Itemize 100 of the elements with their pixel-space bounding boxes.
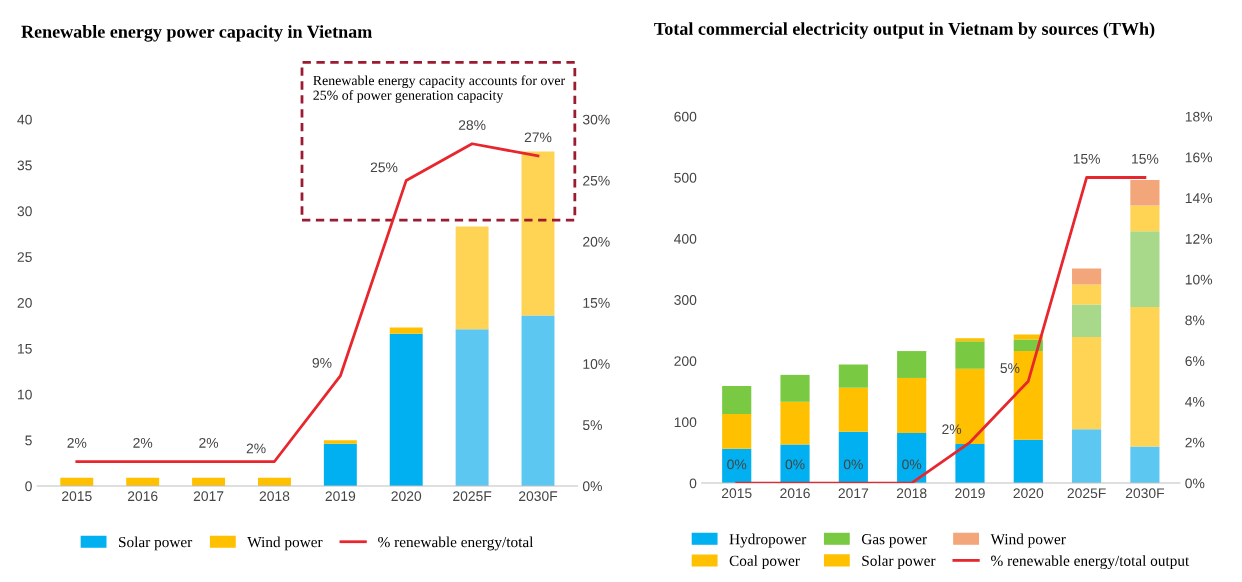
y2-tick-label: 18% (1185, 111, 1213, 122)
chart-title: Renewable energy power capacity in Vietnam (21, 25, 372, 42)
y-tick-label: 0 (689, 478, 697, 489)
x-tick-label: 2030F (1125, 488, 1165, 499)
legend-label: % renewable energy/total output (991, 555, 1190, 570)
y-tick-label: 100 (674, 417, 697, 428)
legend-label: Gas power (861, 534, 927, 548)
bar (455, 226, 489, 330)
x-tick-label: 2019 (325, 491, 356, 502)
y2-tick-label: 10% (583, 359, 610, 369)
y2-tick-label: 10% (1185, 274, 1213, 285)
bar (521, 315, 555, 486)
data-label: 27% (524, 132, 552, 143)
bar (323, 440, 357, 444)
legend-label: Wind power (990, 533, 1066, 548)
bar (1072, 304, 1102, 338)
bar (1130, 205, 1160, 232)
bar (838, 364, 868, 388)
bar (838, 387, 868, 432)
legend-label: Hydropower (729, 533, 807, 548)
x-tick-label: 2016 (127, 491, 158, 502)
y-tick-label: 20 (17, 297, 32, 308)
y-tick-label: 500 (674, 172, 697, 183)
y-tick-label: 0 (25, 481, 32, 492)
x-tick-label: 2019 (955, 488, 985, 499)
data-label: 9% (312, 357, 332, 368)
x-tick-label: 2020 (391, 491, 422, 502)
y2-tick-label: 4% (1185, 396, 1205, 407)
bar (897, 432, 927, 484)
bar (780, 444, 810, 484)
y-tick-label: 40 (17, 114, 32, 125)
legend-label: Coal power (729, 555, 800, 570)
legend-label: % renewable energy/total (378, 536, 534, 551)
y-tick-label: 15 (18, 343, 32, 354)
data-label: 2% (67, 437, 87, 448)
bar (1130, 231, 1160, 308)
y-tick-label: 25 (17, 252, 32, 262)
bar (897, 351, 927, 378)
data-label: 0% (843, 459, 863, 470)
x-tick-label: 2017 (193, 491, 224, 502)
chart-title: Total commercial electricity output in Vietnam by sources (TWh) (654, 22, 1155, 39)
bar (780, 374, 810, 402)
y2-tick-label: 2% (1185, 437, 1205, 448)
y2-tick-label: 5% (582, 420, 602, 431)
y-tick-label: 300 (674, 295, 697, 305)
bar (521, 151, 555, 316)
x-tick-label: 2030F (519, 491, 558, 502)
bar (323, 443, 357, 486)
bar (1072, 268, 1102, 285)
data-label: 2% (133, 437, 153, 448)
bar (389, 327, 423, 334)
x-tick-label: 2017 (838, 488, 869, 499)
data-label: 15% (1132, 153, 1159, 164)
y2-tick-label: 0% (582, 481, 602, 492)
bar (1013, 339, 1043, 352)
y-tick-label: 200 (674, 356, 697, 367)
bar (955, 341, 985, 369)
bar (722, 414, 752, 449)
y2-tick-label: 14% (1185, 193, 1213, 203)
bar (955, 443, 985, 484)
y2-tick-label: 12% (1185, 233, 1213, 244)
data-label: 15% (1073, 153, 1100, 164)
legend-label: Wind power (247, 536, 323, 551)
legend-label: Solar power (119, 536, 193, 551)
bar (1130, 446, 1160, 484)
y-tick-label: 5 (25, 435, 32, 446)
text: Renewable energy capacity accounts for over 25% of power generation capacity (313, 75, 566, 103)
data-label: 0% (727, 459, 747, 470)
y2-tick-label: 15% (583, 298, 610, 308)
data-label: 2% (199, 437, 219, 448)
y-tick-label: 400 (674, 233, 697, 244)
bar (389, 333, 423, 486)
x-tick-label: 2018 (259, 491, 290, 502)
bar (1130, 179, 1160, 206)
y-tick-label: 35 (17, 160, 32, 171)
y2-tick-label: 25% (583, 175, 610, 186)
bar (1013, 439, 1043, 484)
x-tick-label: 2020 (1013, 488, 1044, 499)
x-tick-label: 2015 (721, 488, 752, 499)
data-label: 25% (370, 162, 398, 173)
y-tick-label: 600 (674, 111, 697, 122)
y-tick-label: 30 (17, 206, 32, 217)
y2-tick-label: 16% (1185, 152, 1213, 163)
bar (1072, 429, 1102, 484)
data-label: 0% (902, 459, 922, 470)
bar (722, 385, 752, 415)
x-tick-label: 2018 (896, 488, 927, 499)
y-tick-label: 10 (18, 389, 32, 400)
data-label: 0% (785, 459, 805, 470)
bar (897, 377, 927, 433)
bar (780, 401, 810, 445)
x-tick-label: 2016 (780, 488, 810, 499)
y2-tick-label: 0% (1185, 478, 1205, 489)
y2-tick-label: 20% (583, 236, 610, 247)
x-tick-label: 2025F (453, 491, 492, 502)
legend-label: Solar power (862, 555, 936, 570)
y2-tick-label: 30% (582, 114, 610, 125)
x-tick-label: 2015 (62, 491, 92, 502)
data-label: 28% (458, 120, 486, 130)
y2-tick-label: 8% (1185, 315, 1205, 326)
